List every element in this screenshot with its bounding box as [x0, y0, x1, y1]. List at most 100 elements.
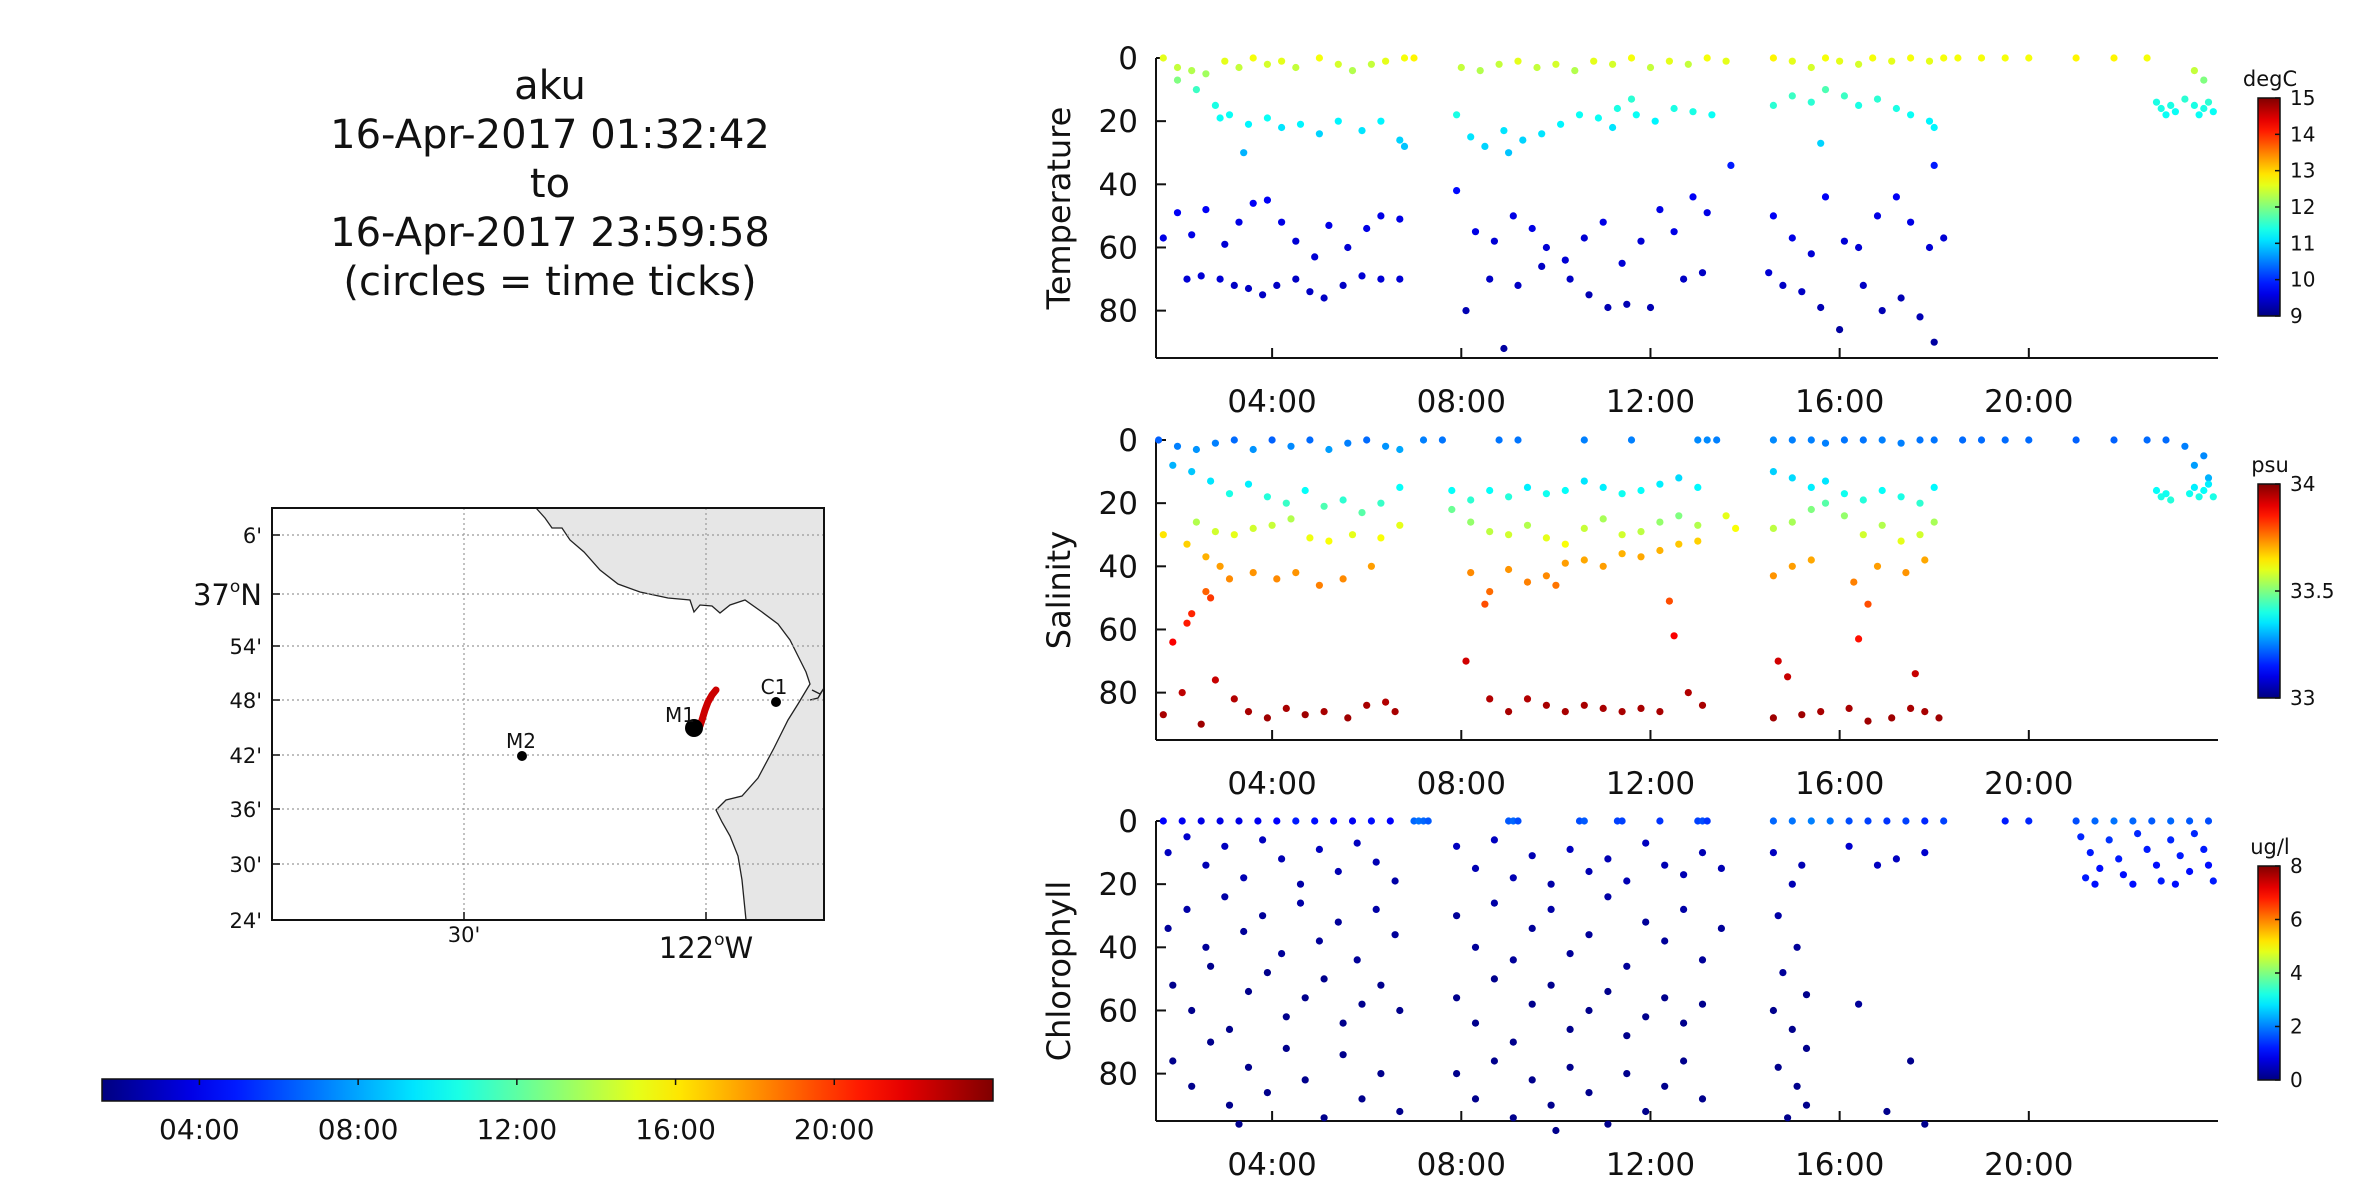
data-point — [1637, 528, 1645, 536]
data-point — [1509, 956, 1517, 964]
data-point — [1377, 1070, 1385, 1078]
data-point — [1921, 849, 1929, 857]
y-tick-label: 0 — [1118, 423, 1138, 459]
data-point — [2072, 436, 2080, 444]
data-point — [1921, 1120, 1929, 1128]
data-point — [1188, 610, 1196, 618]
data-point — [2186, 817, 2194, 825]
data-point — [1580, 556, 1588, 564]
data-point — [1467, 133, 1475, 141]
data-point — [1580, 234, 1588, 242]
y-tick-label: 0 — [1118, 41, 1138, 77]
data-point — [1613, 104, 1621, 113]
colorbar-tick-label: 12 — [2290, 195, 2315, 219]
data-point — [1977, 436, 1986, 444]
data-point — [2204, 98, 2213, 106]
data-point — [1344, 714, 1352, 722]
data-point — [1192, 518, 1200, 526]
data-point — [2110, 817, 2118, 825]
data-point — [1320, 502, 1328, 510]
y-axis-label: Temperature — [1040, 107, 1078, 311]
data-point — [1921, 556, 1929, 564]
data-point — [1802, 1044, 1811, 1052]
data-point — [1505, 708, 1513, 716]
data-point — [1670, 104, 1678, 113]
data-point — [1788, 436, 1796, 444]
data-point — [1486, 695, 1494, 703]
data-point — [1391, 931, 1399, 939]
data-point — [1244, 1063, 1253, 1071]
data-point — [1471, 1095, 1480, 1103]
data-point — [1334, 867, 1342, 876]
data-point — [1339, 496, 1347, 504]
data-point — [1282, 704, 1290, 713]
data-point — [1651, 117, 1659, 125]
data-point — [1292, 237, 1300, 245]
data-point — [1930, 436, 1938, 444]
data-point — [1769, 436, 1777, 444]
data-point — [1845, 704, 1853, 713]
data-point — [2167, 817, 2175, 825]
data-point — [1642, 839, 1650, 847]
data-point — [1287, 442, 1295, 450]
station-label: M1 — [665, 703, 695, 727]
data-point — [1481, 142, 1489, 150]
data-point — [1694, 436, 1702, 444]
data-point — [1495, 60, 1503, 68]
data-point — [1183, 275, 1191, 283]
data-point — [1821, 86, 1830, 94]
data-point — [2025, 436, 2033, 444]
data-point — [1542, 701, 1550, 709]
data-point — [1396, 275, 1404, 283]
y-tick-label: 40 — [1099, 167, 1138, 203]
data-point — [2152, 98, 2161, 106]
data-point — [1197, 272, 1205, 280]
data-point — [1580, 701, 1588, 709]
data-point — [1363, 436, 1371, 444]
data-point — [1618, 550, 1626, 558]
data-point — [1873, 861, 1882, 869]
data-point — [1769, 849, 1777, 857]
data-point — [1396, 1006, 1404, 1015]
data-point — [1396, 136, 1404, 144]
x-tick-label: 04:00 — [1227, 1147, 1316, 1181]
data-point — [1240, 874, 1248, 882]
data-point — [1495, 436, 1503, 444]
data-point — [1769, 714, 1777, 722]
x-tick-label: 20:00 — [1984, 384, 2073, 420]
data-point — [1618, 817, 1626, 825]
data-point — [1523, 521, 1532, 529]
data-point — [1698, 1000, 1707, 1008]
data-point — [1902, 569, 1910, 577]
data-point — [1897, 294, 1905, 302]
data-point — [1656, 817, 1664, 825]
data-point — [1618, 490, 1626, 498]
data-point — [1542, 490, 1550, 498]
data-point — [2119, 871, 2127, 879]
data-point — [1561, 486, 1569, 495]
data-point — [1935, 714, 1943, 722]
colorbar-tick-label: 15 — [2290, 86, 2315, 110]
data-point — [1779, 281, 1787, 289]
data-point — [1287, 515, 1295, 523]
data-point — [1566, 845, 1574, 854]
data-point — [1698, 701, 1707, 709]
y-tick-label: 80 — [1099, 294, 1138, 330]
data-point — [2171, 880, 2179, 888]
data-point — [2190, 830, 2198, 838]
data-point — [1542, 243, 1550, 252]
map-frame — [271, 507, 825, 921]
title-line-5: (circles = time ticks) — [343, 259, 757, 305]
data-point — [1774, 1063, 1782, 1071]
data-point — [2200, 104, 2208, 113]
data-point — [1637, 237, 1645, 245]
data-point — [1320, 294, 1328, 302]
data-point — [2176, 852, 2184, 860]
data-point — [1798, 288, 1806, 296]
data-point — [1202, 861, 1210, 869]
data-point — [1703, 54, 1711, 62]
data-point — [1509, 1114, 1517, 1122]
data-point — [1561, 708, 1569, 716]
data-point — [2091, 880, 2099, 888]
data-point — [1878, 521, 1886, 529]
